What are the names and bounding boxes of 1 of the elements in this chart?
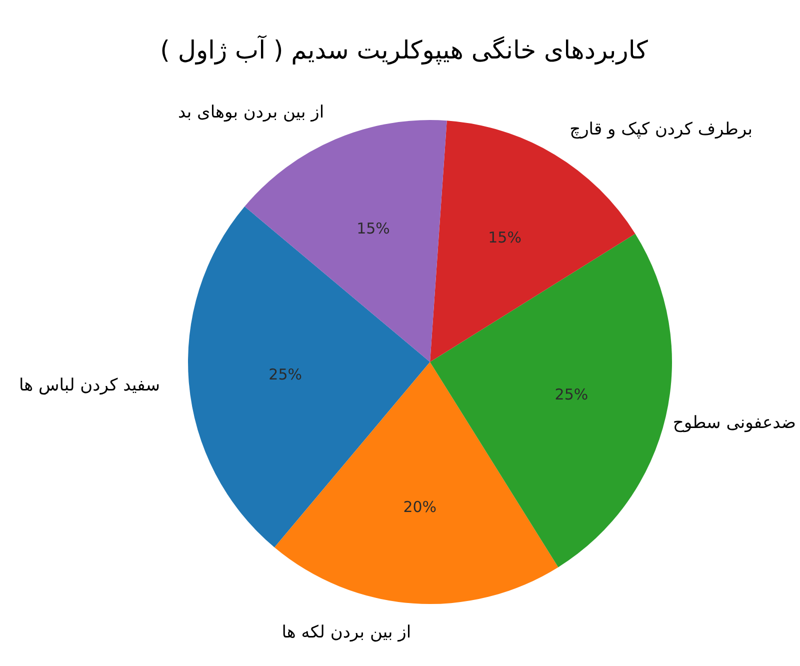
title: کاربردهای خانگی هیپوکلریت سدیم ( آب ژاول ) xyxy=(160,36,648,64)
